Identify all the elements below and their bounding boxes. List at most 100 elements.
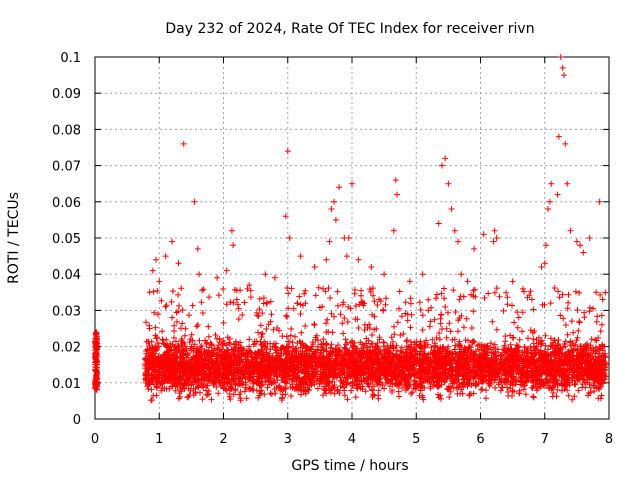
data-point (178, 285, 185, 292)
data-point (439, 326, 445, 332)
data-point (236, 391, 243, 398)
data-point (326, 356, 333, 363)
data-point (241, 299, 248, 306)
data-point (174, 318, 180, 325)
data-point (542, 332, 549, 339)
data-point (456, 315, 463, 321)
data-point (534, 368, 541, 375)
data-point (284, 285, 291, 291)
data-point (314, 343, 321, 350)
data-point (575, 387, 582, 394)
data-point (559, 350, 566, 357)
data-point (237, 395, 244, 402)
data-point (501, 347, 508, 354)
data-point (597, 395, 604, 402)
data-point (365, 337, 372, 344)
data-point (334, 387, 341, 394)
data-point (581, 379, 588, 386)
data-point (323, 341, 330, 347)
data-point (554, 340, 561, 347)
data-point (377, 363, 384, 370)
data-point (267, 298, 274, 305)
data-point (213, 353, 220, 360)
data-point (507, 332, 514, 339)
data-point (298, 329, 305, 336)
data-point (392, 381, 398, 387)
data-point (565, 299, 572, 306)
data-point (337, 311, 344, 318)
data-point (473, 382, 480, 388)
data-point (334, 288, 341, 295)
data-point (564, 357, 571, 364)
data-point (349, 379, 356, 386)
data-point (447, 328, 454, 335)
data-point (290, 345, 297, 352)
data-point (452, 309, 459, 315)
data-point (182, 343, 188, 350)
data-point (199, 360, 206, 367)
data-point (483, 387, 489, 394)
data-point (208, 359, 215, 366)
data-point (408, 311, 415, 318)
data-point (298, 361, 305, 368)
data-point (571, 381, 578, 388)
data-point (253, 309, 260, 316)
data-point (441, 285, 447, 292)
data-point (399, 355, 406, 362)
data-point (268, 391, 275, 398)
data-point (331, 390, 338, 397)
data-point (320, 347, 327, 354)
data-point (312, 351, 319, 358)
data-point (518, 367, 525, 374)
data-point (468, 325, 475, 331)
data-point (481, 367, 488, 374)
data-point (375, 349, 382, 356)
data-point (284, 343, 291, 350)
data-point (411, 365, 418, 372)
data-point (383, 295, 389, 302)
data-point (602, 289, 609, 296)
data-point (280, 344, 287, 351)
data-point (492, 348, 499, 355)
data-point (576, 289, 583, 296)
data-point (548, 372, 555, 379)
data-point (344, 318, 351, 325)
data-point (168, 298, 175, 305)
data-point (208, 396, 215, 403)
data-point (451, 346, 458, 353)
data-point (369, 332, 375, 338)
data-point (461, 375, 468, 382)
data-point (542, 342, 549, 349)
data-point (463, 315, 470, 322)
y-tick-label: 0.06 (52, 196, 81, 211)
data-point (435, 383, 442, 390)
data-point (246, 364, 253, 371)
data-point (214, 359, 221, 365)
data-point (273, 384, 280, 391)
data-point (493, 285, 500, 292)
data-point (457, 353, 464, 360)
y-tick-label: 0.02 (52, 341, 81, 356)
data-point (335, 342, 341, 349)
data-point (220, 319, 227, 326)
data-point (365, 380, 372, 387)
data-point (308, 375, 315, 382)
data-point (450, 287, 457, 294)
data-point (419, 312, 426, 319)
y-tick-label: 0.08 (52, 123, 81, 138)
data-point (456, 346, 463, 353)
data-point (143, 319, 149, 326)
data-point (598, 312, 605, 319)
data-point (433, 334, 440, 341)
data-point (484, 362, 491, 369)
data-point (584, 340, 591, 347)
data-point (521, 382, 528, 389)
data-point (341, 392, 348, 399)
data-point (202, 370, 209, 377)
data-point (296, 354, 302, 361)
data-point (375, 392, 382, 399)
data-point (347, 305, 354, 312)
data-point (159, 385, 166, 391)
data-point (237, 287, 244, 294)
data-point (558, 367, 565, 374)
